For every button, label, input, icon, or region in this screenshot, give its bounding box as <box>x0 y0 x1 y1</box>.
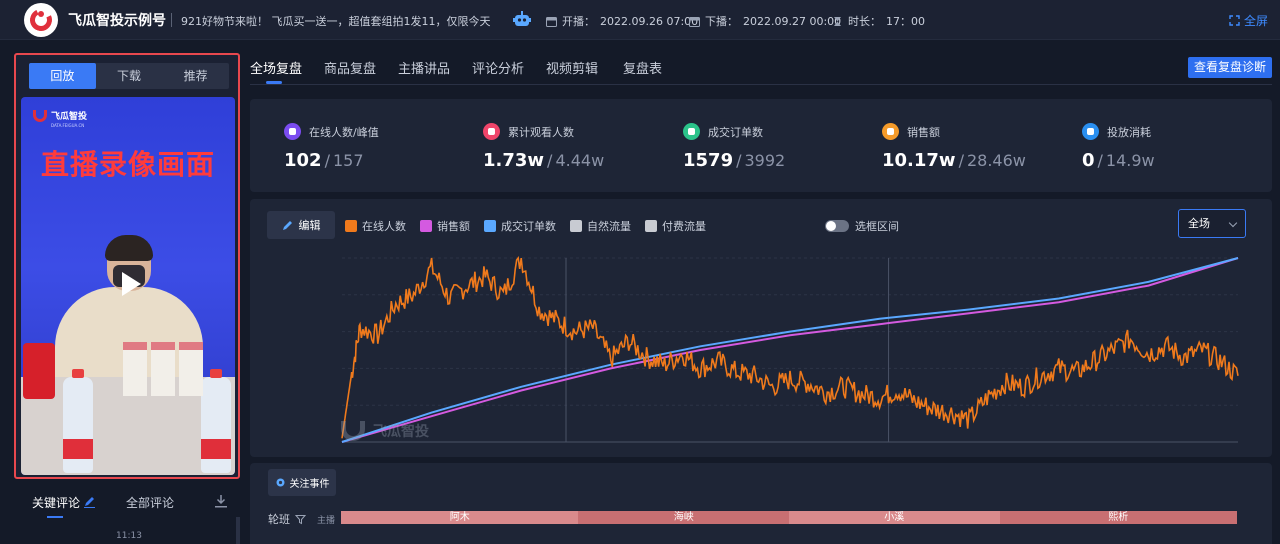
tab-comment-analysis[interactable]: 评论分析 <box>472 62 525 77</box>
range-select-toggle[interactable]: 选框区间 <box>825 218 899 234</box>
tab-video-clips[interactable]: 视频剪辑 <box>546 62 599 77</box>
eye-icon <box>483 123 500 140</box>
stat-viewers: 累计观看人数 1.73w/4.44w <box>483 123 604 171</box>
scope-select[interactable]: 全场 <box>1178 209 1246 238</box>
video-frame <box>21 227 235 475</box>
live-stats: 在线人数/峰值 102/157 累计观看人数 1.73w/4.44w 成交订单数… <box>250 99 1272 192</box>
stat-orders: 成交订单数 1579/3992 <box>683 123 785 171</box>
shift-label: 轮班 <box>268 511 306 527</box>
series-line-orders[interactable] <box>341 257 1239 443</box>
review-tabs: 全场复盘 商品复盘 主播讲品 评论分析 视频剪辑 复盘表 <box>250 52 1272 85</box>
send-icon <box>1082 123 1099 140</box>
tab-product-review[interactable]: 商品复盘 <box>324 62 377 77</box>
edit-icon[interactable] <box>83 495 96 508</box>
tab-full-review[interactable]: 全场复盘 <box>250 62 303 77</box>
video-watermark-logo: 飞瓜智投 <box>33 109 87 122</box>
top-header: 飞瓜智投示例号 921好物节来啦！ 飞瓜买一送一，超值套组拍1发11，仅限今天 … <box>0 0 1280 40</box>
host-shift-segment[interactable]: 熙析 <box>999 511 1237 524</box>
active-tab-indicator <box>266 81 282 84</box>
stat-online: 在线人数/峰值 102/157 <box>284 123 379 171</box>
account-name: 飞瓜智投示例号 <box>68 13 166 29</box>
calendar-icon <box>689 16 700 27</box>
stat-sales: 销售额 10.17w/28.46w <box>882 123 1026 171</box>
host-shift-segment[interactable]: 海峡 <box>578 511 789 524</box>
end-time: 下播： 2022.09.27 00:00 <box>689 13 841 29</box>
video-tabs: 回放 下载 推荐 <box>29 63 229 89</box>
follow-events-button[interactable]: 关注事件 <box>268 469 336 496</box>
tab-key-comments[interactable]: 关键评论 <box>32 496 81 510</box>
edit-button[interactable]: 编辑 <box>267 211 335 239</box>
app-logo <box>24 3 58 37</box>
tab-playback[interactable]: 回放 <box>29 63 96 89</box>
active-tab-indicator <box>47 516 63 518</box>
events-panel: 关注事件 轮班 主播 阿木 海峡 小溪 熙析 <box>250 463 1272 544</box>
video-caption: 直播录像画面 <box>40 148 215 181</box>
tab-host-pitch[interactable]: 主播讲品 <box>398 62 451 77</box>
legend-sales[interactable]: 销售额 <box>420 218 470 234</box>
download-icon[interactable] <box>214 494 228 508</box>
legend-online[interactable]: 在线人数 <box>345 218 406 234</box>
gear-icon <box>276 478 284 487</box>
calendar-icon <box>546 16 557 27</box>
stat-ad-spend: 投放消耗 0/14.9w <box>1082 123 1155 171</box>
legend-paid-traffic[interactable]: 付费流量 <box>645 218 706 234</box>
comment-timestamp: 11:13 <box>116 531 142 541</box>
series-line-online[interactable] <box>341 256 1239 439</box>
host-shift-segment[interactable]: 阿木 <box>341 511 579 524</box>
live-announcement: 921好物节来啦！ 飞瓜买一送一，超值套组拍1发11，仅限今天 <box>181 15 491 28</box>
expand-icon <box>1229 15 1240 26</box>
view-diagnosis-button[interactable]: 查看复盘诊断 <box>1188 57 1272 78</box>
filter-icon[interactable] <box>295 514 306 525</box>
chevron-down-icon <box>1228 218 1238 228</box>
pencil-icon <box>282 221 292 230</box>
hourglass-icon <box>834 16 841 26</box>
coin-icon <box>882 123 899 140</box>
host-label: 主播 <box>317 516 336 526</box>
duration: 时长： 17：00 <box>832 13 925 29</box>
fullscreen-button[interactable]: 全屏 <box>1229 12 1268 29</box>
chart-watermark: 飞瓜智投 <box>341 421 429 441</box>
toggle-switch[interactable] <box>825 220 849 232</box>
video-panel: 回放 下载 推荐 飞瓜智投 DATA.FEIGUA.CN 直播录像画面 <box>14 53 240 479</box>
chart-legend: 在线人数 销售额 成交订单数 自然流量 付费流量 <box>345 218 706 234</box>
header-divider <box>171 13 172 27</box>
legend-natural-traffic[interactable]: 自然流量 <box>570 218 631 234</box>
tab-all-comments[interactable]: 全部评论 <box>126 496 175 510</box>
trend-chart-panel: 编辑 在线人数 销售额 成交订单数 自然流量 付费流量 选框区间 全场 飞瓜智投 <box>250 199 1272 457</box>
order-icon <box>683 123 700 140</box>
user-icon <box>284 123 301 140</box>
legend-orders[interactable]: 成交订单数 <box>484 218 556 234</box>
host-shift-segment[interactable]: 小溪 <box>789 511 1000 524</box>
tab-recommend[interactable]: 推荐 <box>183 69 208 83</box>
start-time: 开播： 2022.09.26 07:00 <box>546 13 698 29</box>
comment-tabs: 关键评论 全部评论 <box>14 494 240 518</box>
play-icon[interactable] <box>112 267 146 301</box>
robot-icon[interactable] <box>513 11 531 27</box>
trend-chart[interactable] <box>250 244 1272 449</box>
series-line-sales[interactable] <box>341 257 1239 443</box>
tab-download[interactable]: 下载 <box>117 69 142 83</box>
tab-review-sheet[interactable]: 复盘表 <box>623 62 663 77</box>
comments-scrollbar[interactable] <box>236 517 240 544</box>
live-video-player[interactable]: 飞瓜智投 DATA.FEIGUA.CN 直播录像画面 <box>21 97 235 475</box>
